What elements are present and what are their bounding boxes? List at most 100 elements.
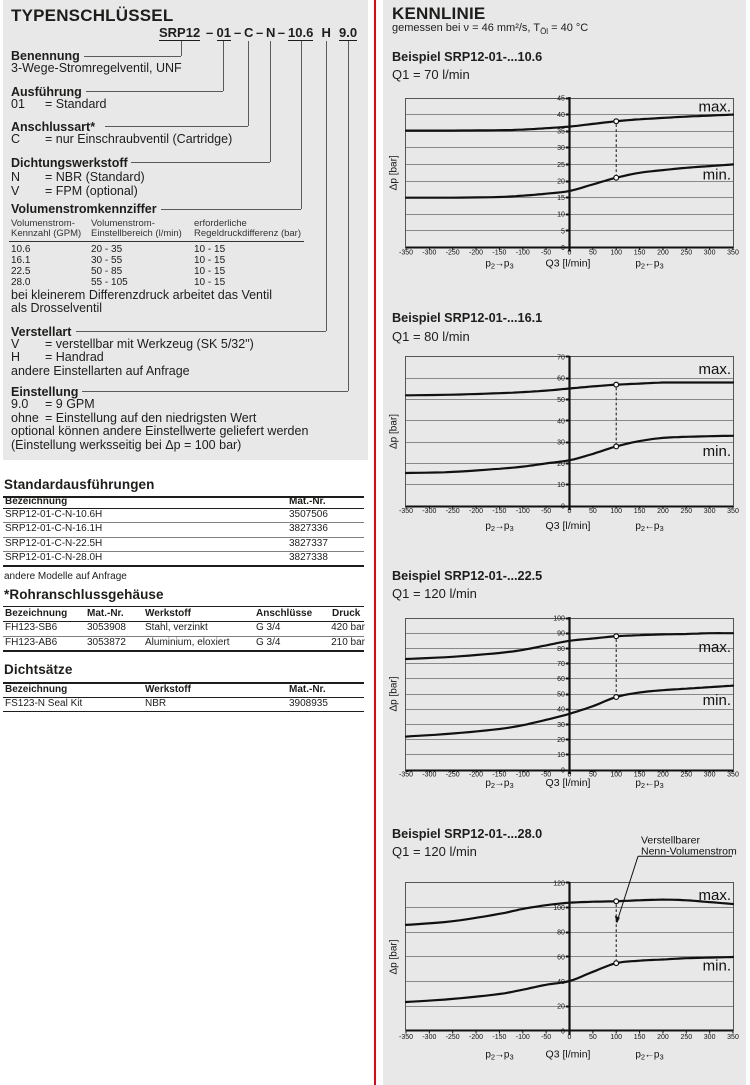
svg-text:10: 10	[557, 212, 565, 219]
svg-text:90: 90	[557, 631, 565, 638]
svg-text:-350: -350	[399, 771, 413, 778]
svg-text:120: 120	[553, 880, 565, 887]
svg-text:50: 50	[589, 249, 597, 256]
svg-text:Verstellbarer: Verstellbarer	[641, 834, 700, 846]
svg-text:100: 100	[553, 615, 565, 622]
svg-text:20: 20	[557, 1004, 565, 1011]
svg-text:0: 0	[568, 249, 572, 256]
svg-text:max.: max.	[698, 99, 731, 116]
svg-text:Q3 [l/min]: Q3 [l/min]	[546, 520, 591, 532]
svg-text:70: 70	[557, 661, 565, 668]
svg-text:Δp [bar]: Δp [bar]	[389, 939, 400, 974]
svg-text:-250: -250	[446, 249, 460, 256]
svg-text:10: 10	[557, 752, 565, 759]
svg-text:-250: -250	[446, 771, 460, 778]
svg-text:Q3 [l/min]: Q3 [l/min]	[546, 258, 591, 270]
svg-text:-200: -200	[469, 1034, 483, 1041]
svg-text:Δp [bar]: Δp [bar]	[389, 676, 400, 711]
svg-text:100: 100	[610, 771, 622, 778]
svg-text:-300: -300	[422, 249, 436, 256]
svg-text:Nenn-Volumenstrom: Nenn-Volumenstrom	[641, 846, 737, 858]
svg-text:5: 5	[561, 228, 565, 235]
svg-text:max.: max.	[698, 887, 731, 904]
svg-text:200: 200	[657, 771, 669, 778]
svg-text:-250: -250	[446, 1034, 460, 1041]
svg-text:50: 50	[557, 691, 565, 698]
svg-text:0: 0	[561, 1028, 565, 1035]
svg-text:-200: -200	[469, 771, 483, 778]
svg-text:min.: min.	[703, 958, 731, 975]
svg-text:min.: min.	[703, 692, 731, 709]
svg-text:-150: -150	[492, 508, 506, 515]
svg-text:p2←p3: p2←p3	[635, 1050, 663, 1062]
svg-text:250: 250	[680, 771, 692, 778]
svg-text:p2→p3: p2→p3	[485, 259, 513, 271]
svg-text:50: 50	[589, 771, 597, 778]
svg-text:20: 20	[557, 737, 565, 744]
svg-text:p2←p3: p2←p3	[635, 778, 663, 790]
svg-text:250: 250	[680, 508, 692, 515]
svg-text:-300: -300	[422, 1034, 436, 1041]
svg-text:max.: max.	[698, 639, 731, 656]
svg-text:30: 30	[557, 722, 565, 729]
svg-text:35: 35	[557, 129, 565, 136]
svg-text:50: 50	[589, 1034, 597, 1041]
svg-text:0: 0	[568, 1034, 572, 1041]
svg-text:min.: min.	[703, 167, 731, 184]
svg-text:60: 60	[557, 954, 565, 961]
svg-text:-100: -100	[516, 1034, 530, 1041]
svg-text:10: 10	[557, 482, 565, 489]
svg-text:250: 250	[680, 1034, 692, 1041]
svg-text:30: 30	[557, 145, 565, 152]
svg-text:-350: -350	[399, 1034, 413, 1041]
svg-text:0: 0	[561, 245, 565, 252]
svg-text:150: 150	[634, 508, 646, 515]
svg-text:300: 300	[704, 1034, 716, 1041]
svg-text:-200: -200	[469, 508, 483, 515]
svg-text:-350: -350	[399, 249, 413, 256]
svg-text:Q3 [l/min]: Q3 [l/min]	[546, 1049, 591, 1061]
svg-text:200: 200	[657, 508, 669, 515]
svg-text:40: 40	[557, 707, 565, 714]
svg-text:70: 70	[557, 354, 565, 361]
svg-text:150: 150	[634, 771, 646, 778]
svg-text:-50: -50	[541, 508, 551, 515]
svg-text:100: 100	[610, 508, 622, 515]
svg-text:30: 30	[557, 440, 565, 447]
svg-text:-300: -300	[422, 508, 436, 515]
svg-text:40: 40	[557, 112, 565, 119]
svg-text:350: 350	[727, 508, 739, 515]
svg-text:Δp [bar]: Δp [bar]	[389, 414, 400, 449]
svg-text:20: 20	[557, 461, 565, 468]
svg-text:100: 100	[610, 249, 622, 256]
svg-text:-300: -300	[422, 771, 436, 778]
svg-text:-150: -150	[492, 1034, 506, 1041]
svg-text:60: 60	[557, 376, 565, 383]
svg-text:50: 50	[557, 397, 565, 404]
svg-text:15: 15	[557, 195, 565, 202]
svg-text:-100: -100	[516, 771, 530, 778]
svg-text:0: 0	[568, 508, 572, 515]
svg-text:p2→p3: p2→p3	[485, 521, 513, 533]
svg-text:p2←p3: p2←p3	[635, 521, 663, 533]
svg-text:p2←p3: p2←p3	[635, 259, 663, 271]
svg-text:100: 100	[553, 905, 565, 912]
svg-text:250: 250	[680, 249, 692, 256]
svg-text:-50: -50	[541, 771, 551, 778]
svg-text:-150: -150	[492, 249, 506, 256]
svg-text:-150: -150	[492, 771, 506, 778]
svg-text:-100: -100	[516, 508, 530, 515]
svg-text:-50: -50	[541, 1034, 551, 1041]
svg-text:-100: -100	[516, 249, 530, 256]
svg-text:350: 350	[727, 771, 739, 778]
svg-text:150: 150	[634, 249, 646, 256]
svg-text:300: 300	[704, 508, 716, 515]
svg-text:350: 350	[727, 249, 739, 256]
svg-text:80: 80	[557, 930, 565, 937]
svg-text:100: 100	[610, 1034, 622, 1041]
svg-text:25: 25	[557, 162, 565, 169]
svg-text:p2→p3: p2→p3	[485, 778, 513, 790]
svg-text:p2→p3: p2→p3	[485, 1050, 513, 1062]
svg-text:350: 350	[727, 1034, 739, 1041]
svg-text:0: 0	[561, 503, 565, 510]
